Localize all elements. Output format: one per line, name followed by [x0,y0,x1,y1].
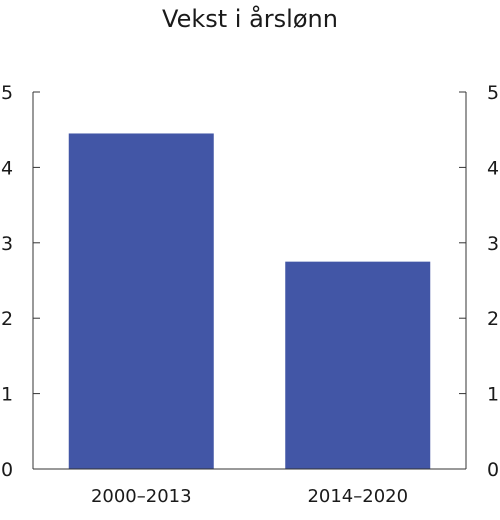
y-tick-label-right: 4 [487,157,499,179]
y-tick-label-left: 5 [1,82,13,104]
y-tick-label-left: 0 [1,459,13,481]
bar-1 [68,133,214,469]
y-tick-label-right: 2 [487,308,499,330]
y-tick-label-right: 5 [487,82,499,104]
chart-title: Vekst i årslønn [162,5,338,33]
bar-2 [285,261,431,469]
y-tick-label-right: 3 [487,233,499,255]
x-tick-label: 2014–2020 [307,486,408,507]
y-tick-label-left: 2 [1,308,13,330]
y-tick-label-left: 4 [1,157,13,179]
y-tick-label-right: 1 [487,384,499,406]
y-tick-label-left: 3 [1,233,13,255]
y-tick-label-right: 0 [487,459,499,481]
x-tick-label: 2000–2013 [91,486,192,507]
y-tick-label-left: 1 [1,384,13,406]
